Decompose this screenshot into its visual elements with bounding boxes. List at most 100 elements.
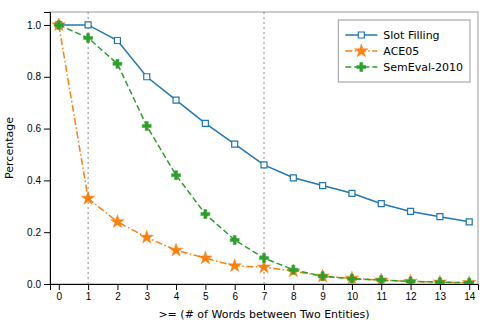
legend-item: SemEval-2010: [345, 61, 463, 74]
x-tick-label: 10: [347, 291, 359, 302]
x-axis-line: [51, 285, 479, 291]
x-tick: 12: [406, 284, 418, 302]
x-tick: 13: [435, 284, 447, 302]
series-marker: [260, 254, 269, 263]
x-tick-label: 11: [377, 291, 388, 302]
x-tick-label: 1: [86, 291, 92, 302]
x-tick: 7: [262, 284, 268, 302]
x-tick: 8: [291, 284, 297, 302]
x-tick-mark: [117, 284, 118, 290]
legend-box: [338, 20, 470, 82]
series-marker: [81, 192, 94, 205]
series-marker: [289, 265, 298, 274]
series-marker: [316, 269, 329, 282]
y-tick-label: 1.0: [27, 20, 41, 31]
plot-area: [52, 12, 476, 284]
legend: Slot FillingACE05SemEval-2010: [338, 20, 470, 82]
series-marker: [465, 278, 474, 284]
legend-marker: [357, 63, 366, 72]
series-marker: [142, 121, 151, 130]
series-marker: [463, 276, 476, 284]
x-tick-label: 0: [57, 291, 63, 302]
x-tick-label: 14: [464, 291, 476, 302]
y-tick-label: 0.4: [27, 175, 41, 186]
y-tick-mark: [44, 129, 50, 130]
y-tick: 0.8: [27, 71, 50, 82]
x-tick: 9: [320, 284, 326, 302]
x-tick-mark: [293, 284, 294, 290]
y-tick: 0.4: [27, 175, 50, 186]
y-tick-label: 0.0: [27, 279, 41, 290]
x-tick-label: 13: [435, 291, 447, 302]
y-tick-mark: [44, 232, 50, 233]
x-tick-label: 12: [406, 291, 418, 302]
x-tick-label: 9: [320, 291, 326, 302]
x-tick-label: 7: [262, 291, 268, 302]
y-tick: 0.2: [27, 227, 50, 238]
x-tick-mark: [411, 284, 412, 290]
x-tick-mark: [176, 284, 177, 290]
reference-line: [264, 12, 265, 284]
y-tick-label: 0.8: [27, 71, 41, 82]
series-marker: [114, 37, 120, 43]
x-tick-label: 6: [232, 291, 238, 302]
x-tick: 2: [115, 284, 121, 302]
series-marker: [437, 214, 443, 220]
series-line: [59, 25, 469, 222]
plot-frame: [50, 12, 478, 284]
y-axis-line: [44, 13, 51, 285]
x-tick-mark: [88, 284, 89, 290]
series-marker: [202, 120, 208, 126]
series-marker: [111, 215, 124, 228]
x-tick-mark: [381, 284, 382, 290]
series-line: [59, 25, 469, 283]
legend-marker: [355, 44, 368, 57]
y-tick: 0.6: [27, 123, 50, 134]
y-tick-mark: [44, 284, 50, 285]
x-tick: 1: [86, 284, 92, 302]
x-tick-mark: [59, 284, 60, 290]
x-tick-mark: [323, 284, 324, 290]
series-marker: [228, 259, 241, 272]
series-marker: [140, 230, 153, 243]
y-tick: 0.0: [27, 279, 50, 290]
series-marker: [408, 208, 414, 214]
legend-item: ACE05: [345, 44, 419, 58]
y-axis-title: Percentage: [3, 117, 16, 179]
series-marker: [172, 171, 181, 180]
series-line: [59, 25, 469, 283]
series-marker: [345, 271, 358, 284]
series-marker: [144, 74, 150, 80]
series-marker: [349, 190, 355, 196]
series-marker: [406, 277, 415, 284]
x-tick: 0: [57, 284, 63, 302]
y-tick-mark: [44, 25, 50, 26]
x-tick-mark: [469, 284, 470, 290]
series-marker: [85, 22, 91, 28]
x-tick: 10: [347, 284, 359, 302]
x-tick-label: 5: [203, 291, 209, 302]
y-tick-label: 0.2: [27, 227, 41, 238]
series-marker: [261, 162, 267, 168]
series-marker: [320, 183, 326, 189]
x-tick: 11: [377, 284, 388, 302]
series-marker: [378, 201, 384, 207]
x-tick-mark: [352, 284, 353, 290]
chart: 012345678910111213140.00.20.40.60.81.0>=…: [0, 0, 490, 326]
x-tick: 3: [144, 284, 150, 302]
series-marker: [466, 219, 472, 225]
series-marker: [347, 274, 356, 283]
x-tick-label: 2: [115, 291, 121, 302]
series-marker: [318, 272, 327, 281]
x-tick-mark: [264, 284, 265, 290]
series-marker: [287, 264, 300, 277]
x-axis: 01234567891011121314: [51, 284, 479, 302]
x-tick-mark: [147, 284, 148, 290]
legend-marker: [358, 32, 364, 38]
series-marker: [84, 33, 93, 42]
series-marker: [173, 97, 179, 103]
x-tick: 14: [464, 284, 476, 302]
x-tick-mark: [440, 284, 441, 290]
x-tick-label: 4: [174, 291, 180, 302]
series-marker: [290, 175, 296, 181]
